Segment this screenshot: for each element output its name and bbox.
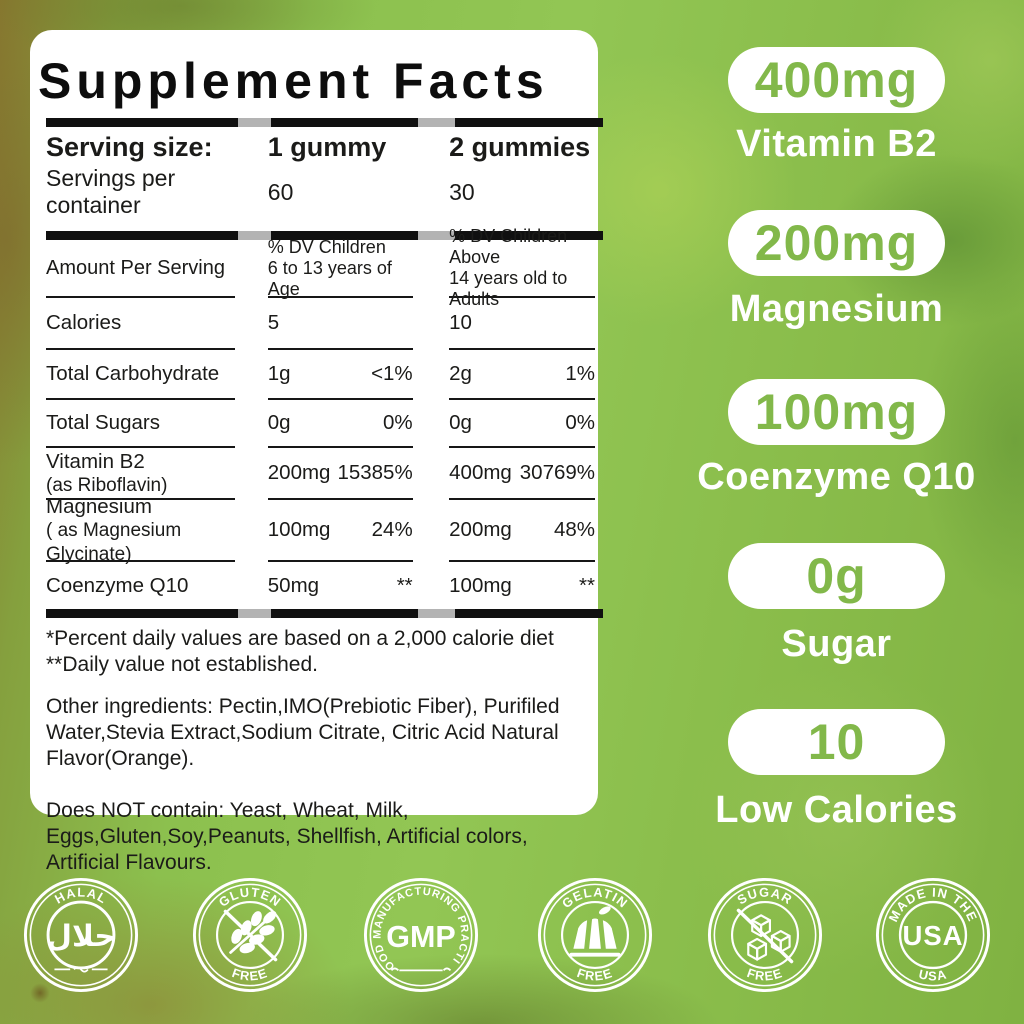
divider-thick-top xyxy=(46,118,603,127)
svg-text:FREE: FREE xyxy=(745,965,785,984)
servings-per-container-row: Servings per container 60 30 xyxy=(38,165,595,219)
highlight-label-coq10: Coenzyme Q10 xyxy=(697,456,976,498)
highlight-pill-calories: 10 xyxy=(728,709,945,775)
highlight-label-sugar: Sugar xyxy=(781,623,892,665)
serving-size-label: Serving size: xyxy=(46,132,213,162)
servings-count-2: 30 xyxy=(449,178,475,205)
made-in-usa-icon: MADE IN THE USA USA xyxy=(875,877,991,993)
wheat-glyph xyxy=(223,909,278,962)
svg-text:GLUTEN: GLUTEN xyxy=(216,884,285,909)
sugar-free-icon: SUGAR FREE xyxy=(707,877,823,993)
panel-title: Supplement Facts xyxy=(38,53,549,109)
sugar-cubes-glyph xyxy=(747,914,791,961)
highlight-label-magnesium: Magnesium xyxy=(729,288,944,330)
table-row: Magnesium( as Magnesium Glycinate) 100mg… xyxy=(46,494,596,565)
table-row: Vitamin B2 (as Riboflavin) 200mg 15385% 40… xyxy=(38,448,596,500)
table-row: Total Sugars 0g 0% 0g 0% xyxy=(38,400,596,448)
divider-thick-middle xyxy=(46,231,603,240)
serving-size-1gummy: 1 gummy xyxy=(267,132,387,162)
table-row: Total Carbohydrate 1g <1% 2g 1% xyxy=(38,350,596,400)
footnote-not-established: **Daily value not established. xyxy=(46,653,318,676)
table-header-row: Amount Per Serving % DV Children 6 to 13 … xyxy=(38,226,596,309)
halal-arabic-text: حلال xyxy=(46,919,115,953)
does-not-contain-text: Does NOT contain: Yeast, Wheat, Milk, Eg… xyxy=(46,799,528,874)
table-row: Calories 5 10 xyxy=(38,298,596,350)
svg-text:FREE: FREE xyxy=(575,965,615,984)
other-ingredients-text: Other ingredients: Pectin,IMO(Prebiotic … xyxy=(46,695,560,770)
usa-center-text: USA xyxy=(902,920,963,951)
row-label: Coenzyme Q10 xyxy=(46,573,189,597)
row-label: Magnesium( as Magnesium Glycinate) xyxy=(46,494,182,565)
svg-text:USA: USA xyxy=(917,966,948,983)
highlight-pill-sugar: 0g xyxy=(728,543,945,609)
gluten-free-icon: GLUTEN FREE xyxy=(192,877,308,993)
footnote-daily-value: *Percent daily values are based on a 2,0… xyxy=(46,627,554,650)
row-label: Vitamin B2 (as Riboflavin) xyxy=(46,449,168,496)
divider-thick-bottom xyxy=(46,609,603,618)
highlight-pill-vitamin-b2: 400mg xyxy=(728,47,945,113)
row-label: Total Sugars xyxy=(46,400,236,448)
highlight-value: 0g xyxy=(806,548,867,604)
svg-text:HALAL: HALAL xyxy=(52,885,110,907)
gmp-seal-icon: GOOD MANUFACTURING PRACTICE GMP xyxy=(362,876,479,993)
highlight-label-calories: Low Calories xyxy=(715,789,958,831)
highlight-value: 400mg xyxy=(754,52,919,108)
gelatin-free-icon: GELATIN FREE xyxy=(537,877,653,993)
halal-seal-icon: HALAL حلال xyxy=(23,877,139,993)
svg-text:GELATIN: GELATIN xyxy=(559,884,631,911)
highlight-label-vitamin-b2: Vitamin B2 xyxy=(736,123,937,165)
serving-size-row: Serving size: 1 gummy 2 gummies xyxy=(38,131,595,163)
servings-per-container-label: Servings per container xyxy=(46,165,176,218)
row-label: Total Carbohydrate xyxy=(46,350,236,400)
highlight-pill-magnesium: 200mg xyxy=(728,210,945,276)
svg-text:FREE: FREE xyxy=(230,965,270,984)
dv-children-header: % DV Children 6 to 13 years of Age xyxy=(267,236,392,299)
dv-adults-header: % DV Children Above 14 years old to Adult… xyxy=(449,226,568,309)
crossed-out-slash xyxy=(223,909,278,962)
highlight-value: 10 xyxy=(807,714,866,770)
crossed-out-slash xyxy=(736,908,794,964)
row-label: Calories xyxy=(46,298,236,350)
serving-size-2gummies: 2 gummies xyxy=(449,132,591,162)
table-row: Coenzyme Q10 50mg ** 100mg ** xyxy=(38,562,595,609)
servings-count-1: 60 xyxy=(267,178,294,205)
supplement-facts-panel: Supplement Facts Serving size: 1 gummy 2… xyxy=(30,30,603,874)
jelly-glyph xyxy=(569,906,621,957)
highlight-value: 100mg xyxy=(754,384,919,440)
highlight-value: 200mg xyxy=(754,215,919,271)
svg-text:SUGAR: SUGAR xyxy=(734,885,795,908)
highlight-pill-coq10: 100mg xyxy=(728,379,945,445)
gmp-center-text: GMP xyxy=(386,920,455,954)
amount-per-serving-label: Amount Per Serving xyxy=(46,240,236,298)
